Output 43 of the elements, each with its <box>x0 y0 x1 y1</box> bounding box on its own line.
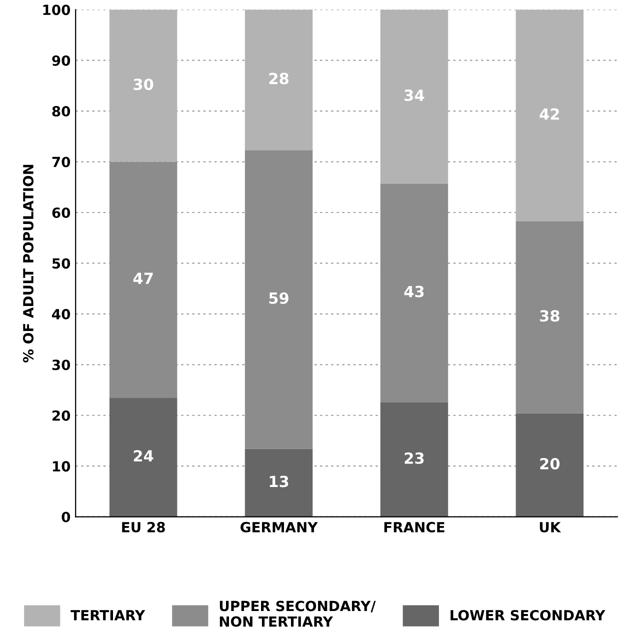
legend-label: LOWER SECONDARY <box>450 610 606 620</box>
bar <box>516 10 584 222</box>
bar <box>109 398 178 517</box>
bar <box>109 10 178 162</box>
y-tick-label: 50 <box>52 258 70 269</box>
data-label: 20 <box>540 458 560 470</box>
data-label: 28 <box>269 72 288 84</box>
x-tick-label: FRANCE <box>384 522 444 532</box>
data-label: 23 <box>404 452 424 464</box>
bar <box>380 184 448 402</box>
y-axis-title: % OF ADULT POPULATION <box>22 164 34 362</box>
data-label: 59 <box>269 292 288 304</box>
y-tick-label: 40 <box>52 308 70 320</box>
bar <box>244 10 313 150</box>
y-tick-label: 20 <box>52 410 70 421</box>
data-label: 13 <box>270 476 288 488</box>
x-tick-label: GERMANY <box>240 522 318 532</box>
bar <box>516 413 584 517</box>
bar <box>109 162 178 398</box>
data-label: 38 <box>540 310 560 322</box>
bar <box>516 221 584 414</box>
y-tick-label: 90 <box>52 55 70 66</box>
x-tick-label: UK <box>540 522 562 532</box>
data-label: 43 <box>404 286 424 298</box>
legend-label: TERTIARY <box>70 610 146 620</box>
y-tick-label: 100 <box>43 4 70 16</box>
y-tick-label: 30 <box>52 360 70 370</box>
data-label: 34 <box>404 89 424 102</box>
data-label: 47 <box>133 272 153 284</box>
y-tick-label: 0 <box>62 512 70 522</box>
y-tick-label: 70 <box>52 156 70 168</box>
data-label: 30 <box>134 78 154 90</box>
bar <box>380 402 448 517</box>
bar <box>380 10 448 184</box>
y-tick-label: 80 <box>52 106 70 117</box>
y-tick-label: 60 <box>52 207 70 218</box>
y-tick-label: 10 <box>52 461 70 472</box>
legend-label: UPPER SECONDARY/ NON TERTIARY <box>220 600 376 627</box>
bar <box>244 448 313 517</box>
x-tick-label: EU 28 <box>122 522 165 532</box>
data-label: 42 <box>540 108 559 120</box>
data-label: 24 <box>134 450 154 462</box>
bar <box>244 150 313 449</box>
